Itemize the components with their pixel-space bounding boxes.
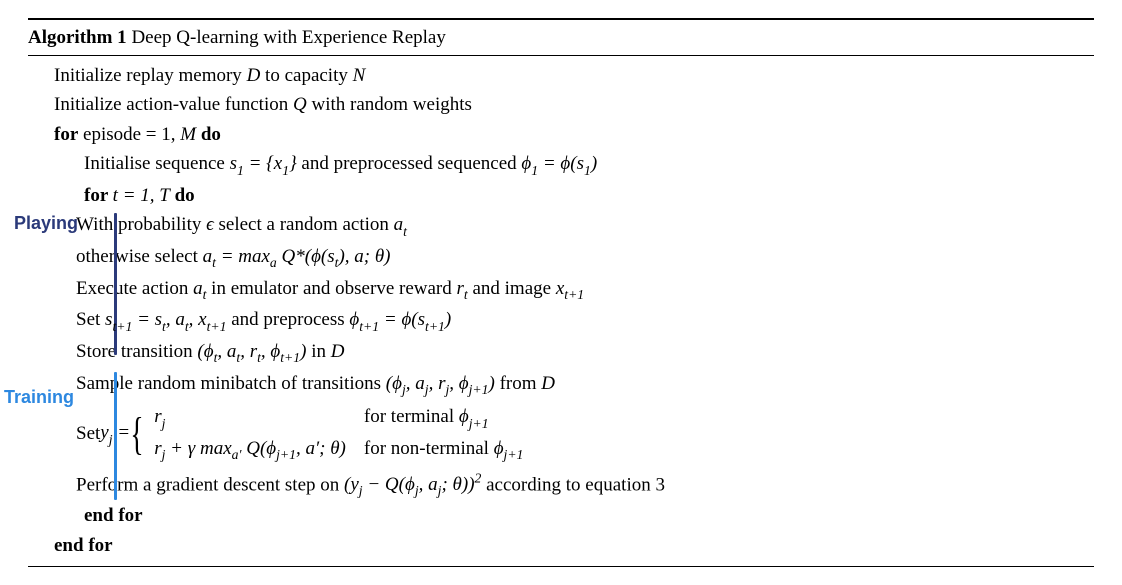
training-block: Sample random minibatch of transitions (…: [54, 370, 1094, 501]
algorithm-number: Algorithm 1: [28, 27, 127, 48]
text: Initialize replay memory: [54, 65, 247, 86]
text: in emulator and observe reward: [206, 278, 456, 299]
keyword-endfor: end for: [84, 505, 143, 526]
algorithm-body: Playing Training Initialize replay memor…: [28, 56, 1094, 566]
line-for-inner: for t = 1, T do: [54, 182, 1094, 210]
text: episode = 1,: [78, 124, 180, 145]
expr: ϕ1 = ϕ(s1): [521, 153, 597, 174]
line-greedy-action: otherwise select at = maxa Q*(ϕ(st), a; …: [76, 243, 1094, 273]
case2-expr: rj + γ maxa′ Q(ϕj+1, a′; θ): [146, 435, 354, 465]
expr: (ϕt, at, rt, ϕt+1): [197, 341, 306, 362]
expr: s1 = {x1}: [230, 153, 297, 174]
symbol-D: D: [541, 373, 555, 394]
expr: st+1 = st, at, xt+1: [105, 309, 226, 330]
expr: ϕt+1 = ϕ(st+1): [349, 309, 451, 330]
line-sample-minibatch: Sample random minibatch of transitions (…: [76, 370, 1094, 400]
text: Set: [76, 420, 100, 448]
line-gradient-step: Perform a gradient descent step on (yj −…: [76, 469, 1094, 501]
expr: at = maxa Q*(ϕ(st), a; θ): [203, 246, 391, 267]
symbol-N: N: [353, 65, 366, 86]
text: Initialise sequence: [84, 153, 230, 174]
playing-block: With probability ϵ select a random actio…: [54, 211, 1094, 367]
text: to capacity: [260, 65, 352, 86]
algorithm-title: Deep Q-learning with Experience Replay: [131, 27, 445, 48]
text: and preprocessed sequenced: [297, 153, 522, 174]
text: select a random action: [214, 214, 394, 235]
text: With probability: [76, 214, 206, 235]
line-eps-greedy: With probability ϵ select a random actio…: [76, 211, 1094, 241]
line-store-transition: Store transition (ϕt, at, rt, ϕt+1) in D: [76, 338, 1094, 368]
playing-bar: [114, 213, 117, 355]
expr: rt: [457, 278, 468, 299]
line-end-for-inner: end for: [54, 502, 1094, 530]
text: from: [495, 373, 541, 394]
expr: at: [193, 278, 206, 299]
case1-expr: rj: [146, 403, 354, 433]
keyword-do: do: [170, 185, 195, 206]
text: and preprocess: [226, 309, 349, 330]
text: Sample random minibatch of transitions: [76, 373, 386, 394]
keyword-for: for: [84, 185, 113, 206]
keyword-endfor: end for: [54, 535, 113, 556]
symbol-eps: ϵ: [206, 214, 214, 235]
symbol-D: D: [331, 341, 345, 362]
expr: t = 1, T: [113, 185, 170, 206]
cases-table: rj for terminal ϕj+1 rj + γ maxa′ Q(ϕj+1…: [144, 401, 533, 466]
line-set-target: Set yj = { rj for terminal ϕj+1 rj + γ m…: [76, 401, 1094, 466]
expr: (ϕj, aj, rj, ϕj+1): [386, 373, 495, 394]
line-init-q: Initialize action-value function Q with …: [54, 91, 1094, 119]
text: according to equation 3: [481, 474, 665, 495]
algorithm-box: Algorithm 1 Deep Q-learning with Experie…: [28, 18, 1094, 567]
bottom-rule: [28, 566, 1094, 567]
algorithm-header: Algorithm 1 Deep Q-learning with Experie…: [28, 20, 1094, 55]
keyword-for: for: [54, 124, 78, 145]
expr: at: [394, 214, 407, 235]
line-init-memory: Initialize replay memory D to capacity N: [54, 62, 1094, 90]
expr: (yj − Q(ϕj, aj; θ))2: [344, 474, 481, 495]
line-execute: Execute action at in emulator and observ…: [76, 275, 1094, 305]
text: and image: [468, 278, 556, 299]
symbol-D: D: [247, 65, 261, 86]
line-end-for-outer: end for: [54, 532, 1094, 560]
case1-cond: for terminal ϕj+1: [356, 403, 532, 433]
text: Execute action: [76, 278, 193, 299]
text: with random weights: [307, 94, 472, 115]
text: Initialize action-value function: [54, 94, 293, 115]
text: otherwise select: [76, 246, 203, 267]
text: Store transition: [76, 341, 197, 362]
line-for-outer: for episode = 1, M do: [54, 121, 1094, 149]
symbol-M: M: [180, 124, 196, 145]
text: in: [306, 341, 330, 362]
keyword-do: do: [196, 124, 221, 145]
line-init-sequence: Initialise sequence s1 = {x1} and prepro…: [54, 150, 1094, 180]
symbol-Q: Q: [293, 94, 307, 115]
training-bar: [114, 372, 117, 500]
case2-cond: for non-terminal ϕj+1: [356, 435, 532, 465]
line-set-state: Set st+1 = st, at, xt+1 and preprocess ϕ…: [76, 306, 1094, 336]
expr: xt+1: [556, 278, 584, 299]
text: Set: [76, 309, 105, 330]
